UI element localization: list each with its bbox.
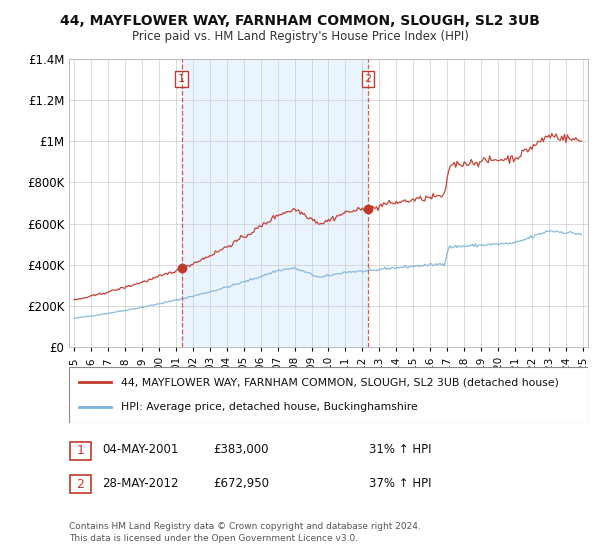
Text: £383,000: £383,000: [213, 443, 269, 456]
FancyBboxPatch shape: [70, 442, 91, 460]
Text: 04-MAY-2001: 04-MAY-2001: [102, 443, 178, 456]
Text: HPI: Average price, detached house, Buckinghamshire: HPI: Average price, detached house, Buck…: [121, 402, 418, 412]
Text: 44, MAYFLOWER WAY, FARNHAM COMMON, SLOUGH, SL2 3UB: 44, MAYFLOWER WAY, FARNHAM COMMON, SLOUG…: [60, 14, 540, 28]
Text: 44, MAYFLOWER WAY, FARNHAM COMMON, SLOUGH, SL2 3UB (detached house): 44, MAYFLOWER WAY, FARNHAM COMMON, SLOUG…: [121, 377, 559, 388]
Text: 2: 2: [76, 478, 85, 491]
Text: 37% ↑ HPI: 37% ↑ HPI: [369, 477, 431, 490]
FancyBboxPatch shape: [70, 475, 91, 493]
Text: Contains HM Land Registry data © Crown copyright and database right 2024.
This d: Contains HM Land Registry data © Crown c…: [69, 522, 421, 543]
Text: 2: 2: [365, 74, 371, 84]
Bar: [182, 59, 368, 347]
Text: 1: 1: [76, 444, 85, 458]
Text: £672,950: £672,950: [213, 477, 269, 490]
FancyBboxPatch shape: [69, 367, 588, 423]
Text: 1: 1: [178, 74, 185, 84]
Text: Price paid vs. HM Land Registry's House Price Index (HPI): Price paid vs. HM Land Registry's House …: [131, 30, 469, 43]
Text: 31% ↑ HPI: 31% ↑ HPI: [369, 443, 431, 456]
Text: 28-MAY-2012: 28-MAY-2012: [102, 477, 179, 490]
